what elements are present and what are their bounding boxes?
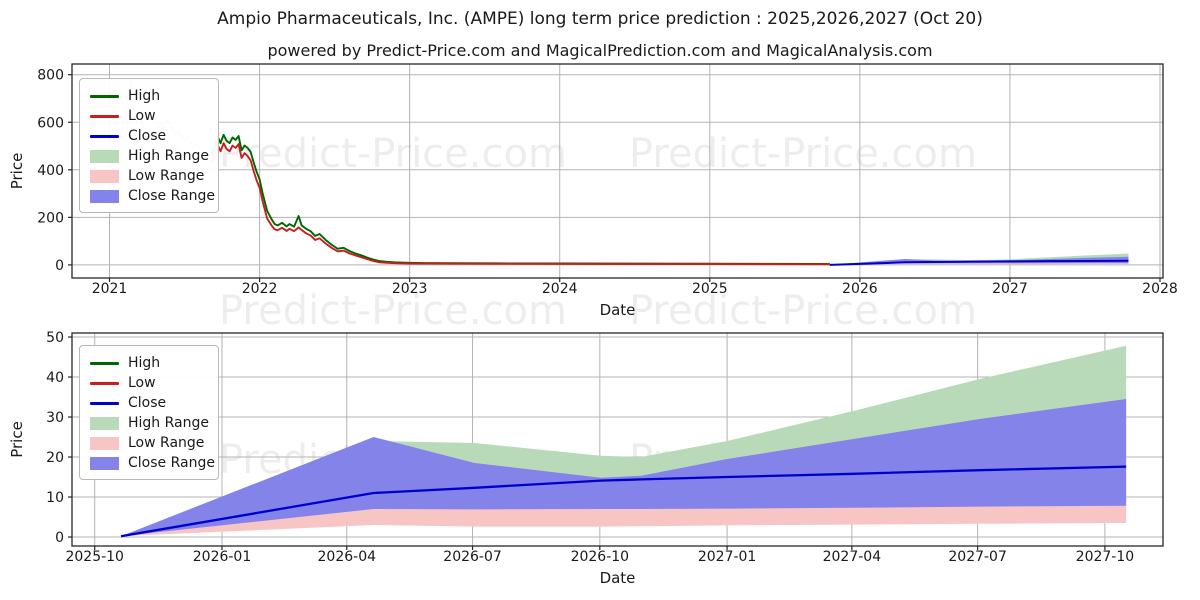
legend-label: Close <box>128 128 167 144</box>
legend-item-close: Close <box>90 126 218 146</box>
legend-label: Close Range <box>128 455 215 471</box>
x-tick-label: 2027-04 <box>823 549 882 565</box>
legend-patch-swatch <box>90 169 119 183</box>
legend-line-swatch <box>90 134 119 138</box>
x-tick-label: 2027-07 <box>948 549 1007 565</box>
price-history-chart: 2021 2022 2023 2024 2025 2026 2027 2028 0 200 400 6… <box>8 63 1178 319</box>
legend-patch-swatch <box>90 436 119 450</box>
x-tick-label: 2026-07 <box>443 549 502 565</box>
x-tick-label: 2025-10 <box>65 549 124 565</box>
legend-item-close-range: Close Range <box>90 453 218 473</box>
legend-item-low-range: Low Range <box>90 166 218 186</box>
legend-label: High <box>128 355 161 371</box>
chart-title: Ampio Pharmaceuticals, Inc. (AMPE) long … <box>217 9 983 29</box>
y-tick-label: 0 <box>55 530 64 546</box>
y-tick-label: 400 <box>37 163 64 179</box>
y-tick-label: 30 <box>46 410 64 426</box>
x-tick-label: 2025 <box>692 281 728 297</box>
x-axis-label: Date <box>600 301 636 319</box>
history-chart-legend: High Low Close High Range Low Range Close Ran… <box>79 78 219 213</box>
forecast-chart-legend: High Low Close High Range Low Range Close Ran… <box>79 345 219 480</box>
x-tick-label: 2027 <box>992 281 1028 297</box>
y-tick-label: 0 <box>55 258 64 274</box>
legend-line-swatch <box>90 381 119 385</box>
legend-label: High Range <box>128 148 209 164</box>
x-tick-label: 2027-10 <box>1076 549 1135 565</box>
x-tick-label: 2026-01 <box>193 549 252 565</box>
y-tick-label: 50 <box>46 330 64 346</box>
y-tick-label: 800 <box>37 68 64 84</box>
legend-patch-swatch <box>90 149 119 163</box>
legend-item-close-range: Close Range <box>90 186 218 206</box>
legend-patch-swatch <box>90 189 119 203</box>
legend-item-low: Low <box>90 373 218 393</box>
close-range-band <box>120 399 1127 537</box>
price-forecast-chart: 2025-10 2026-01 2026-04 2026-07 2026-10 2027-… <box>8 330 1164 587</box>
legend-line-swatch <box>90 401 119 405</box>
close-forecast-line <box>829 259 1129 266</box>
plot-frame <box>71 63 1164 279</box>
y-tick-label: 20 <box>46 450 64 466</box>
x-tick-label: 2022 <box>242 281 278 297</box>
x-tick-label: 2026 <box>842 281 878 297</box>
legend-label: Low <box>128 375 156 391</box>
legend-patch-swatch <box>90 416 119 430</box>
legend-line-swatch <box>90 114 119 118</box>
legend-item-low: Low <box>90 106 218 126</box>
legend-item-high: High <box>90 353 218 373</box>
y-tick-label: 10 <box>46 490 64 506</box>
legend-item-close: Close <box>90 393 218 413</box>
legend-label: Low <box>128 108 156 124</box>
legend-line-swatch <box>90 361 119 365</box>
low-line <box>210 142 830 266</box>
legend-patch-swatch <box>90 456 119 470</box>
x-tick-label: 2026-04 <box>318 549 377 565</box>
y-tick-label: 200 <box>37 210 64 226</box>
legend-line-swatch <box>90 94 119 98</box>
legend-item-high: High <box>90 86 218 106</box>
legend-label: High <box>128 88 161 104</box>
x-tick-label: 2026-10 <box>571 549 630 565</box>
watermark-text: Predict-Price.com <box>219 288 567 334</box>
legend-item-high-range: High Range <box>90 413 218 433</box>
legend-item-high-range: High Range <box>90 146 218 166</box>
x-tick-label: 2024 <box>542 281 578 297</box>
y-axis-label: Price <box>8 421 26 458</box>
legend-label: Low Range <box>128 168 205 184</box>
x-tick-label: 2027-01 <box>698 549 757 565</box>
close-forecast-line <box>120 465 1127 538</box>
y-axis-label: Price <box>8 153 26 190</box>
y-tick-label: 600 <box>37 115 64 131</box>
x-tick-label: 2021 <box>92 281 128 297</box>
plot-frame <box>71 332 1164 547</box>
legend-label: High Range <box>128 415 209 431</box>
x-axis-label: Date <box>600 569 636 587</box>
legend-label: Close Range <box>128 188 215 204</box>
high-line <box>210 133 830 265</box>
x-tick-label: 2028 <box>1142 281 1178 297</box>
y-tick-label: 40 <box>46 370 64 386</box>
watermark-text: Predict-Price.com <box>629 288 977 334</box>
legend-label: Close <box>128 395 167 411</box>
x-tick-label: 2023 <box>392 281 428 297</box>
legend-label: Low Range <box>128 435 205 451</box>
legend-item-low-range: Low Range <box>90 433 218 453</box>
chart-subtitle: powered by Predict-Price.com and Magical… <box>267 41 933 60</box>
